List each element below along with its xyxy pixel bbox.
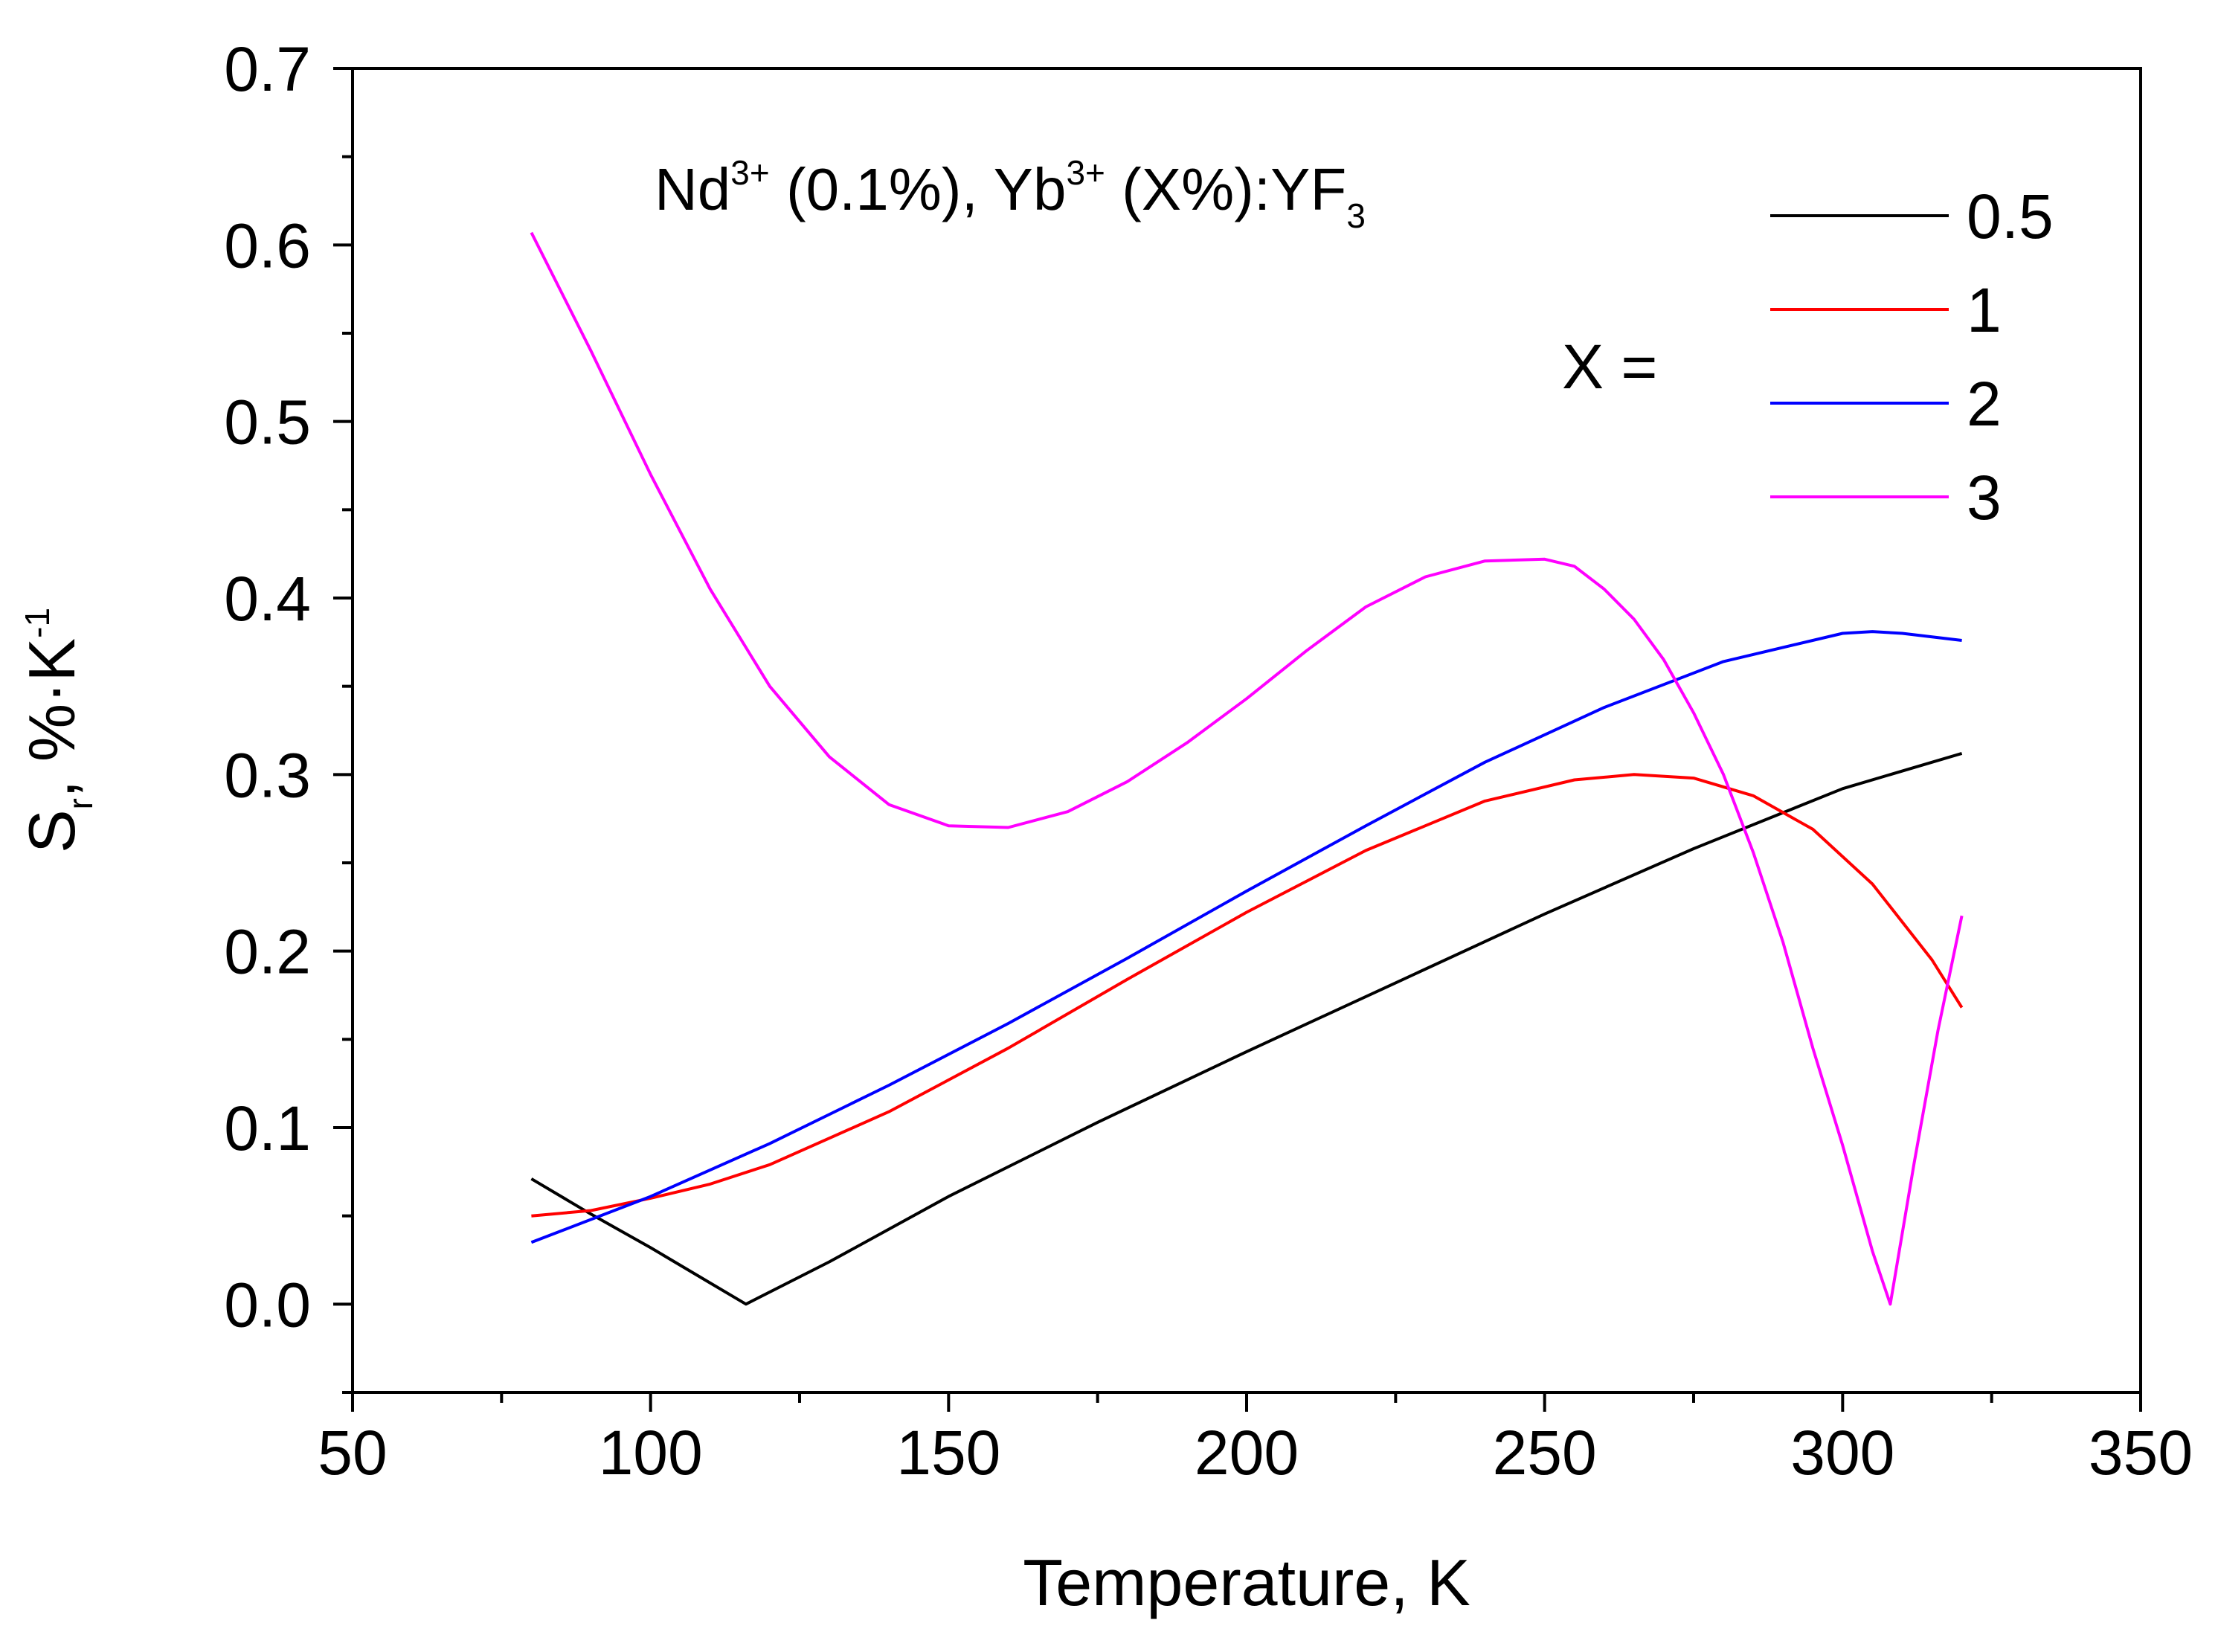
y-tick-label: 0.2 bbox=[224, 917, 311, 987]
x-tick-label: 200 bbox=[1195, 1418, 1299, 1488]
x-tick-label: 350 bbox=[2089, 1418, 2193, 1488]
y-tick-label: 0.1 bbox=[224, 1093, 311, 1163]
x-tick-label: 50 bbox=[318, 1418, 387, 1488]
x-tick-label: 300 bbox=[1790, 1418, 1894, 1488]
legend-prefix: X = bbox=[1562, 332, 1657, 402]
series-line-1 bbox=[531, 773, 1964, 1218]
y-tick-label: 0.5 bbox=[224, 388, 311, 457]
annotation-formula: Nd3+​ (0.1%), Yb3+​ (X%):YF3​ bbox=[655, 153, 1366, 235]
legend: 0.5 1 2 3 X = bbox=[1562, 181, 2054, 533]
x-axis: 50 100 150 200 250 300 350 bbox=[318, 1392, 2193, 1488]
series-line-3 bbox=[530, 231, 1964, 1306]
y-tick-label: 0.3 bbox=[224, 740, 311, 810]
y-tick-label: 0.0 bbox=[224, 1270, 311, 1340]
legend-label-2: 2 bbox=[1967, 369, 2002, 439]
x-tick-label: 150 bbox=[896, 1418, 1000, 1488]
y-tick-label: 0.7 bbox=[224, 34, 311, 104]
series-line-0.5 bbox=[530, 751, 1963, 1306]
plot-area bbox=[351, 67, 2142, 1394]
series-line-2 bbox=[530, 630, 1962, 1244]
x-tick-label: 250 bbox=[1493, 1418, 1597, 1488]
x-axis-title: Temperature, K bbox=[1023, 1546, 1470, 1619]
legend-label-3: 3 bbox=[1967, 463, 2002, 533]
y-tick-label: 0.6 bbox=[224, 210, 311, 280]
legend-label-0.5: 0.5 bbox=[1967, 181, 2054, 251]
x-tick-label: 100 bbox=[599, 1418, 703, 1488]
y-tick-label: 0.4 bbox=[224, 564, 311, 634]
legend-label-1: 1 bbox=[1967, 275, 2002, 345]
y-axis: 0.0 0.1 0.2 0.3 0.4 0.5 0.6 0.7 bbox=[224, 34, 353, 1394]
y-axis-title: Sr​, %·K-1​ bbox=[15, 608, 100, 853]
series-layer bbox=[530, 231, 1964, 1306]
